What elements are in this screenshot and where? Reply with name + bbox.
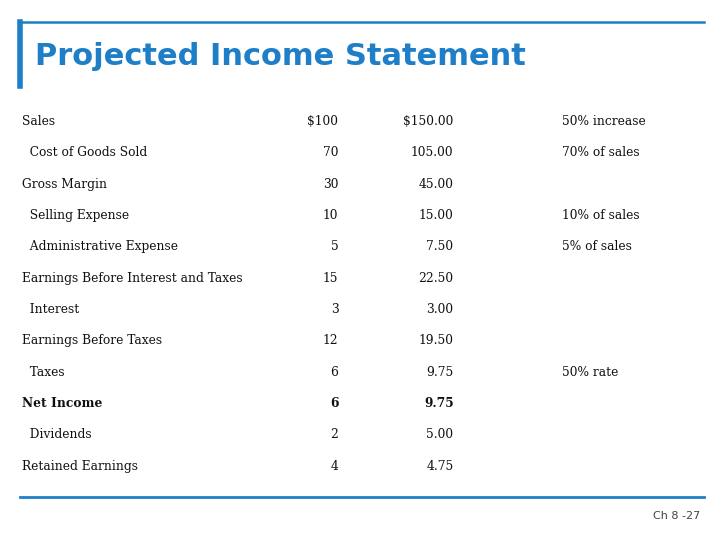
Text: 7.50: 7.50 xyxy=(426,240,454,253)
Text: 50% rate: 50% rate xyxy=(562,366,618,379)
Text: 70% of sales: 70% of sales xyxy=(562,146,639,159)
Text: Retained Earnings: Retained Earnings xyxy=(22,460,138,472)
Text: 50% increase: 50% increase xyxy=(562,115,645,128)
Text: $100: $100 xyxy=(307,115,338,128)
Text: 45.00: 45.00 xyxy=(418,178,454,191)
Text: $150.00: $150.00 xyxy=(403,115,454,128)
Text: 3: 3 xyxy=(330,303,338,316)
Text: Taxes: Taxes xyxy=(22,366,64,379)
Text: Projected Income Statement: Projected Income Statement xyxy=(35,42,526,71)
Text: 9.75: 9.75 xyxy=(424,397,454,410)
Text: Selling Expense: Selling Expense xyxy=(22,209,129,222)
Text: 6: 6 xyxy=(330,397,338,410)
Text: 15.00: 15.00 xyxy=(419,209,454,222)
Text: 19.50: 19.50 xyxy=(418,334,454,347)
Text: 4.75: 4.75 xyxy=(426,460,454,472)
Text: 30: 30 xyxy=(323,178,338,191)
Text: Cost of Goods Sold: Cost of Goods Sold xyxy=(22,146,147,159)
Text: 5.00: 5.00 xyxy=(426,428,454,441)
Text: 70: 70 xyxy=(323,146,338,159)
Text: 22.50: 22.50 xyxy=(418,272,454,285)
Text: Administrative Expense: Administrative Expense xyxy=(22,240,178,253)
Text: 15: 15 xyxy=(323,272,338,285)
Text: 10% of sales: 10% of sales xyxy=(562,209,639,222)
Text: Sales: Sales xyxy=(22,115,55,128)
Text: Earnings Before Interest and Taxes: Earnings Before Interest and Taxes xyxy=(22,272,242,285)
Text: 12: 12 xyxy=(323,334,338,347)
Text: Earnings Before Taxes: Earnings Before Taxes xyxy=(22,334,162,347)
Text: Dividends: Dividends xyxy=(22,428,91,441)
Text: Interest: Interest xyxy=(22,303,79,316)
Text: 4: 4 xyxy=(330,460,338,472)
Text: 3.00: 3.00 xyxy=(426,303,454,316)
Text: 6: 6 xyxy=(330,366,338,379)
Text: 10: 10 xyxy=(323,209,338,222)
Text: Ch 8 -27: Ch 8 -27 xyxy=(652,511,700,521)
Text: 5% of sales: 5% of sales xyxy=(562,240,631,253)
Text: 105.00: 105.00 xyxy=(411,146,454,159)
Text: 9.75: 9.75 xyxy=(426,366,454,379)
Text: Gross Margin: Gross Margin xyxy=(22,178,107,191)
Text: 2: 2 xyxy=(330,428,338,441)
Text: 5: 5 xyxy=(330,240,338,253)
Text: Net Income: Net Income xyxy=(22,397,102,410)
